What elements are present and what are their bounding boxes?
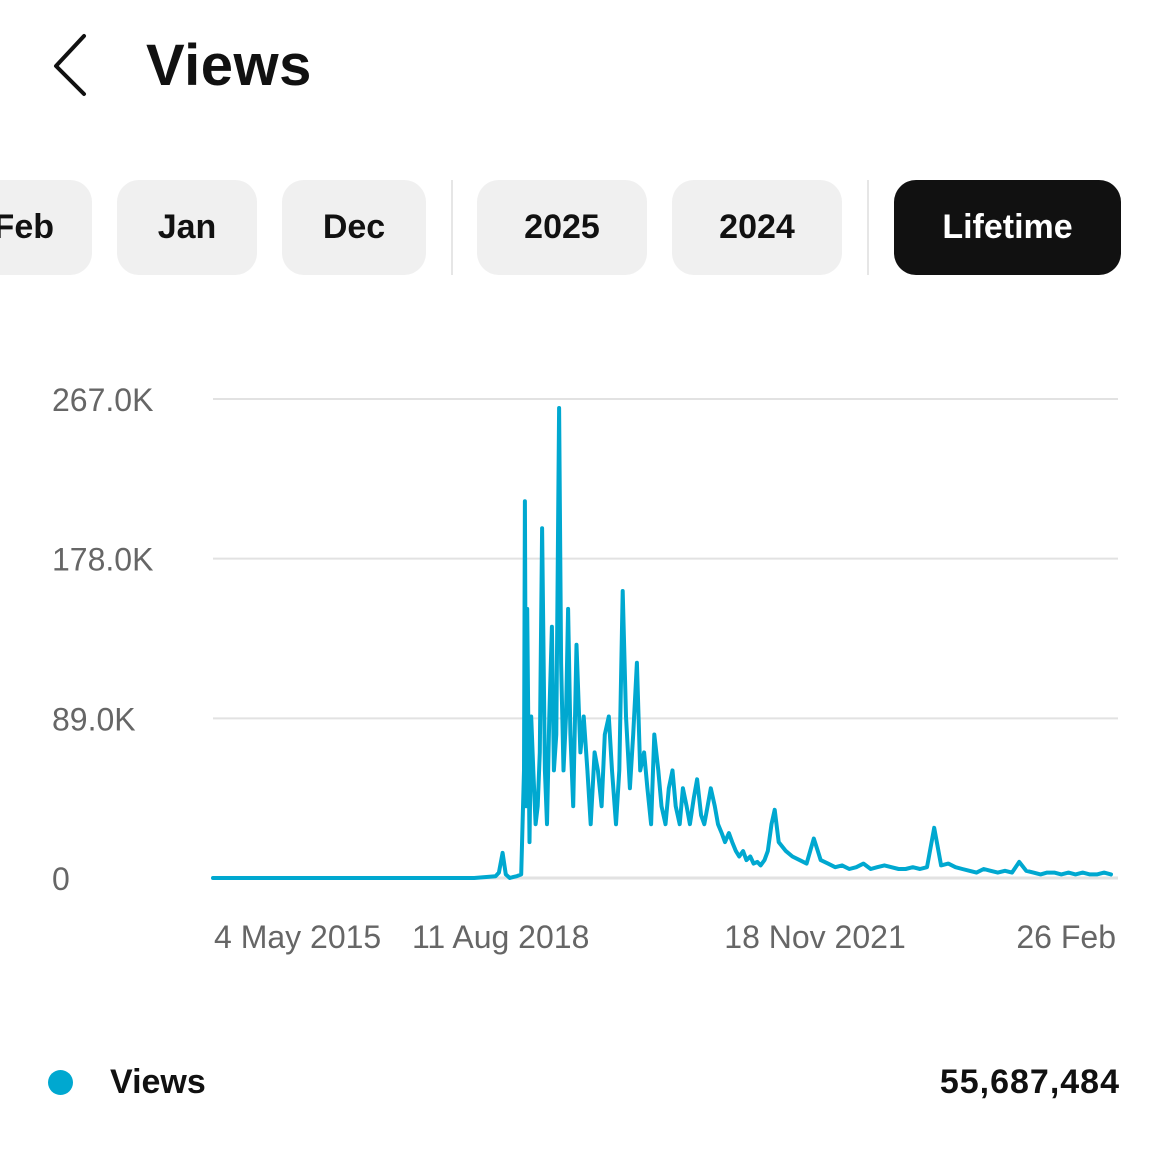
- tab-2025[interactable]: 2025: [477, 180, 647, 275]
- y-tick-label: 89.0K: [52, 701, 136, 737]
- legend: Views 55,687,484: [0, 1050, 1170, 1120]
- tab-jan[interactable]: Jan: [117, 180, 257, 275]
- tab-divider: [451, 180, 453, 275]
- tab-lifetime[interactable]: Lifetime: [894, 180, 1121, 275]
- chevron-left-icon: [54, 34, 86, 96]
- y-tick-label: 267.0K: [52, 382, 153, 418]
- tab-feb[interactable]: Feb: [0, 180, 92, 275]
- views-total: 55,687,484: [939, 1063, 1120, 1101]
- tab-divider: [867, 180, 869, 275]
- period-tabs: Feb Jan Dec 2025 2024 Lifetime: [0, 180, 1170, 276]
- page-title: Views: [146, 33, 312, 98]
- y-tick-label: 178.0K: [52, 542, 153, 578]
- back-button[interactable]: [40, 28, 104, 104]
- chart-svg: 0 89.0K 178.0K 267.0K 4 May 2015 11 Aug 2018 1…: [52, 382, 1118, 955]
- header: Views: [0, 0, 1170, 130]
- x-tick-label: 4 May 2015: [214, 919, 381, 955]
- x-tick-label: 18 Nov 2021: [724, 919, 905, 955]
- series-line-views: [211, 406, 1113, 880]
- x-tick-label: 11 Aug 2018: [412, 919, 589, 955]
- legend-dot: [48, 1070, 73, 1095]
- x-tick-label: 26 Feb: [1016, 919, 1116, 955]
- y-tick-label: 0: [52, 861, 70, 897]
- tab-dec[interactable]: Dec: [282, 180, 426, 275]
- tab-2024[interactable]: 2024: [672, 180, 842, 275]
- views-chart: 0 89.0K 178.0K 267.0K 4 May 2015 11 Aug 2018 1…: [0, 360, 1170, 980]
- legend-label: Views: [110, 1063, 206, 1101]
